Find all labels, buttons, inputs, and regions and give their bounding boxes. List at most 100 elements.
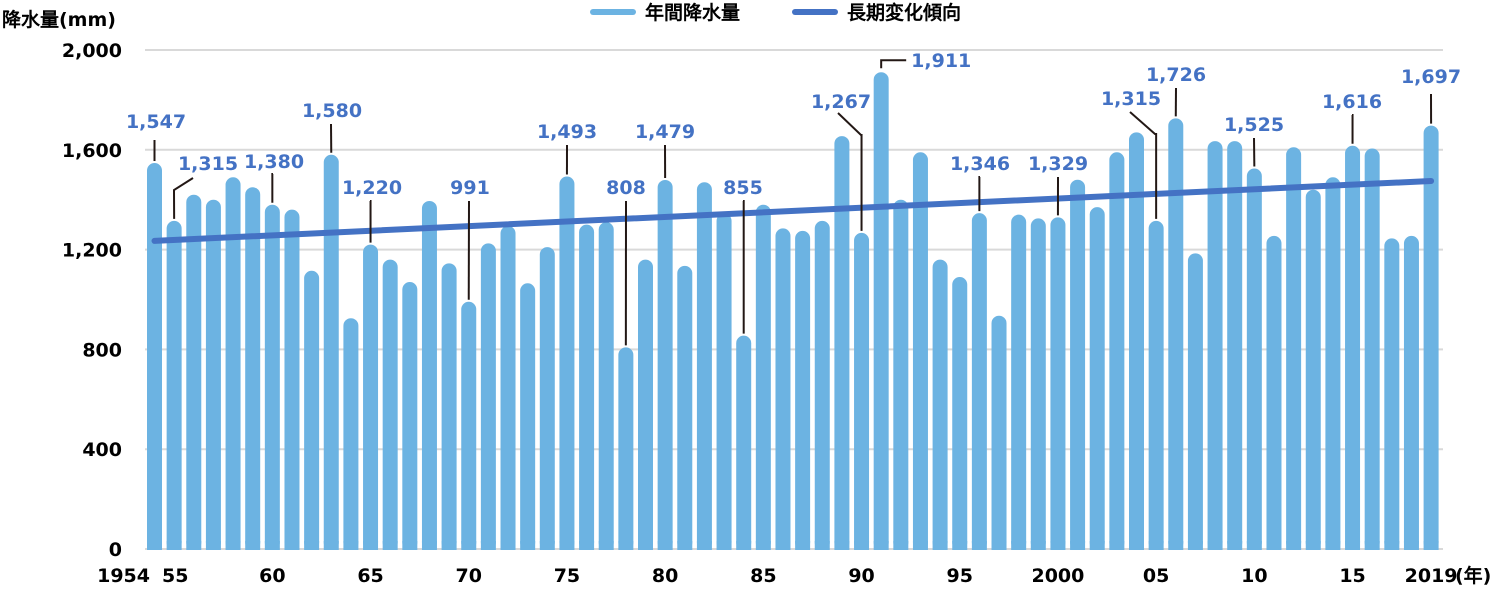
bar-1980 [658,180,673,550]
x-tick-label: 15 [1339,565,1365,587]
bar-1981 [677,266,692,550]
bar-base [1227,541,1242,550]
data-label-text: 1,547 [126,111,186,133]
bar-2003 [1109,152,1124,550]
bar-base [992,541,1007,550]
bar-1987 [795,231,810,550]
leader-line [370,201,371,243]
legend-label: 年間降水量 [645,1,740,24]
x-tick-label: 80 [652,565,678,587]
data-label-text: 1,315 [178,153,238,175]
bar-base [677,541,692,550]
bar-1982 [697,182,712,550]
x-tick-label: 1954 [97,565,150,587]
data-label-text: 1,697 [1401,66,1461,88]
bar-1956 [186,195,201,550]
bar-base [284,541,299,550]
x-tick-label: 65 [357,565,383,587]
y-tick-label: 0 [109,539,122,561]
bar-base [1266,541,1281,550]
bar-1991 [874,72,889,550]
data-label-text: 1,329 [1028,153,1088,175]
leader-line [1352,115,1353,144]
data-label-1963: 1,580 [302,100,362,153]
legend: 年間降水量 長期変化傾向 [593,1,961,24]
bar-base [167,541,182,550]
bar-1971 [481,243,496,550]
bar-2002 [1090,207,1105,550]
data-label-text: 1,580 [302,100,362,122]
data-label-text: 855 [723,177,763,199]
bar-base [756,541,771,550]
x-tick-label: 70 [456,565,482,587]
bar-base [461,541,476,550]
bar-base [324,541,339,550]
data-label-text: 1,479 [635,121,695,143]
bar-base [540,541,555,550]
leader-line [979,177,980,211]
data-label-2015: 1,616 [1322,91,1382,144]
bar-1974 [540,247,555,550]
bar-1955 [167,221,182,550]
bar-base [1168,541,1183,550]
bar-1992 [893,200,908,550]
bar-1988 [815,221,830,550]
bar-1997 [992,316,1007,550]
bar-1977 [599,222,614,550]
data-label-text: 1,315 [1101,88,1161,110]
bar-2018 [1404,236,1419,550]
bar-1990 [854,233,869,550]
bar-1959 [245,187,260,550]
bar-2011 [1266,236,1281,550]
data-label-text: 991 [450,177,490,199]
x-tick-label: 90 [848,565,874,587]
legend-item-long-term-trend: 長期変化傾向 [795,1,961,24]
bar-1966 [383,260,398,550]
bar-1972 [501,226,516,550]
bar-1986 [775,228,790,550]
bar-base [854,541,869,550]
bar-base [1188,541,1203,550]
bar-base [618,541,633,550]
data-label-text: 808 [606,177,646,199]
bar-1984 [736,336,751,550]
bar-1979 [638,260,653,550]
bar-1996 [972,213,987,550]
bar-2000 [1050,217,1065,550]
bar-1985 [756,205,771,550]
y-tick-label: 1,200 [62,240,122,262]
bar-1954 [147,163,162,550]
bar-base [1365,541,1380,550]
bar-1989 [834,136,849,550]
x-tick-label: 55 [162,565,188,587]
bar-1964 [343,318,358,550]
bar-2014 [1325,177,1340,550]
x-tick-label: 2019 [1405,565,1458,587]
bar-2007 [1188,253,1203,550]
x-axis-unit: (年) [1455,564,1491,587]
x-tick-label: 05 [1143,565,1169,587]
bar-base [1050,541,1065,550]
bar-1958 [226,177,241,550]
leader-line [881,60,906,68]
bar-base [1011,541,1026,550]
bar-1993 [913,152,928,550]
data-label-1975: 1,493 [537,121,597,174]
bar-1999 [1031,218,1046,550]
bar-base [1286,541,1301,550]
bar-1970 [461,302,476,550]
bar-base [736,541,751,550]
bar-1963 [324,155,339,550]
bar-base [893,541,908,550]
x-tick-label: 10 [1241,565,1267,587]
legend-label: 長期変化傾向 [847,1,961,24]
bar-base [913,541,928,550]
bar-base [186,541,201,550]
bar-2008 [1208,141,1223,550]
x-tick-label: 2000 [1031,565,1084,587]
bar-base [795,541,810,550]
bar-base [599,541,614,550]
bar-base [442,541,457,550]
bar-base [1090,541,1105,550]
